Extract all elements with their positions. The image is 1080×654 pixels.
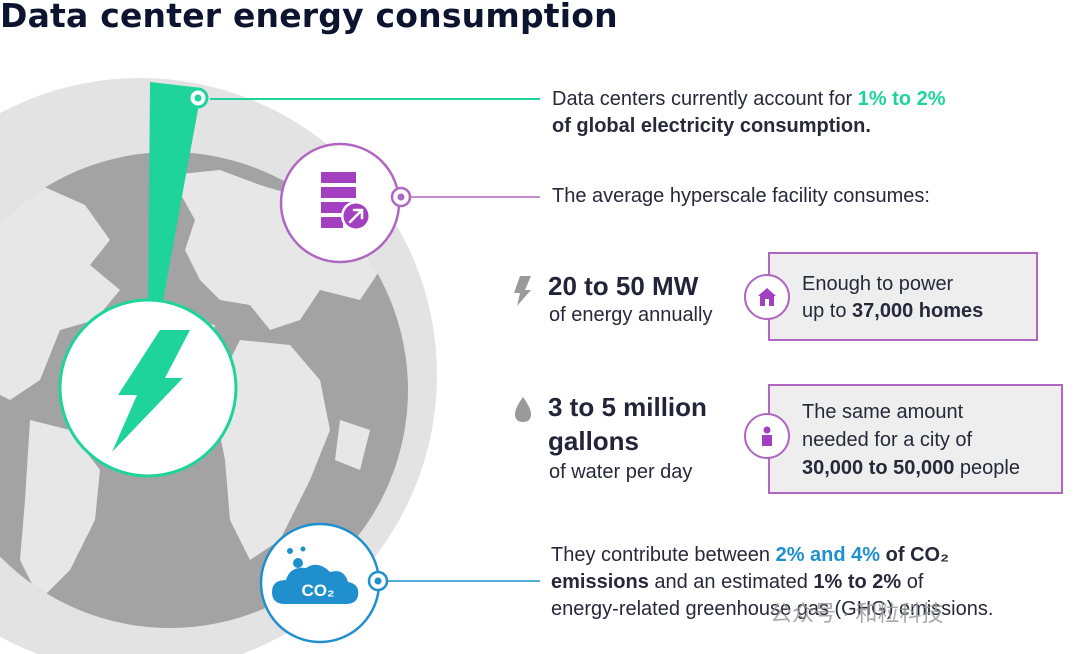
water-unit: of water per day xyxy=(549,461,693,483)
water-box-line1: The same amount xyxy=(802,401,964,423)
co2-fact: They contribute between 2% and 4% of CO₂… xyxy=(551,544,994,620)
watermark: 公众号 · 和粒科技 xyxy=(770,601,944,626)
electricity-fact: Data centers currently account for 1% to… xyxy=(552,86,946,140)
lightning-bolt-icon xyxy=(112,330,190,452)
energy-box-line1: Enough to power xyxy=(802,273,954,295)
home-badge xyxy=(744,274,790,320)
water-box-line2: needed for a city of xyxy=(802,429,973,451)
co2-icon-label: CO₂ xyxy=(301,581,334,600)
energy-value: 20 to 50 MW xyxy=(548,271,699,301)
water-box-people: 30,000 to 50,000 xyxy=(802,457,955,479)
water-comparison-box: The same amount needed for a city of 30,… xyxy=(768,384,1063,494)
energy-box-line2: up to 37,000 homes xyxy=(802,300,984,322)
energy-comparison-box: Enough to power up to 37,000 homes xyxy=(768,252,1038,341)
server-growth-icon xyxy=(321,172,371,231)
hyperscale-heading: The average hyperscale facility consumes… xyxy=(552,185,930,207)
water-box-line3: 30,000 to 50,000 people xyxy=(802,457,1020,479)
ghg-percentage: 1% to 2% xyxy=(813,571,902,593)
energy-box-homes: 37,000 homes xyxy=(852,300,984,322)
home-icon xyxy=(758,288,776,306)
water-value-line2: gallons xyxy=(548,426,640,456)
person-badge xyxy=(744,413,790,459)
person-icon xyxy=(762,426,772,446)
small-bolt-icon xyxy=(514,276,531,306)
energy-unit: of energy annually xyxy=(549,304,713,326)
energy-beam xyxy=(148,82,202,318)
electricity-text-line2: of global electricity consumption. xyxy=(552,115,871,137)
co2-cloud-icon xyxy=(272,546,359,604)
co2-percentage: 2% and 4% xyxy=(775,544,881,566)
co2-fact-line3: energy-related greenhouse gas (GHG) emis… xyxy=(551,598,994,620)
water-value-line1: 3 to 5 million xyxy=(548,392,707,422)
page-title: Data center energy consumption xyxy=(0,0,618,35)
water-drop-icon xyxy=(515,397,531,422)
electricity-percentage: 1% to 2% xyxy=(857,88,946,110)
electricity-text: Data centers currently account for xyxy=(552,88,858,110)
